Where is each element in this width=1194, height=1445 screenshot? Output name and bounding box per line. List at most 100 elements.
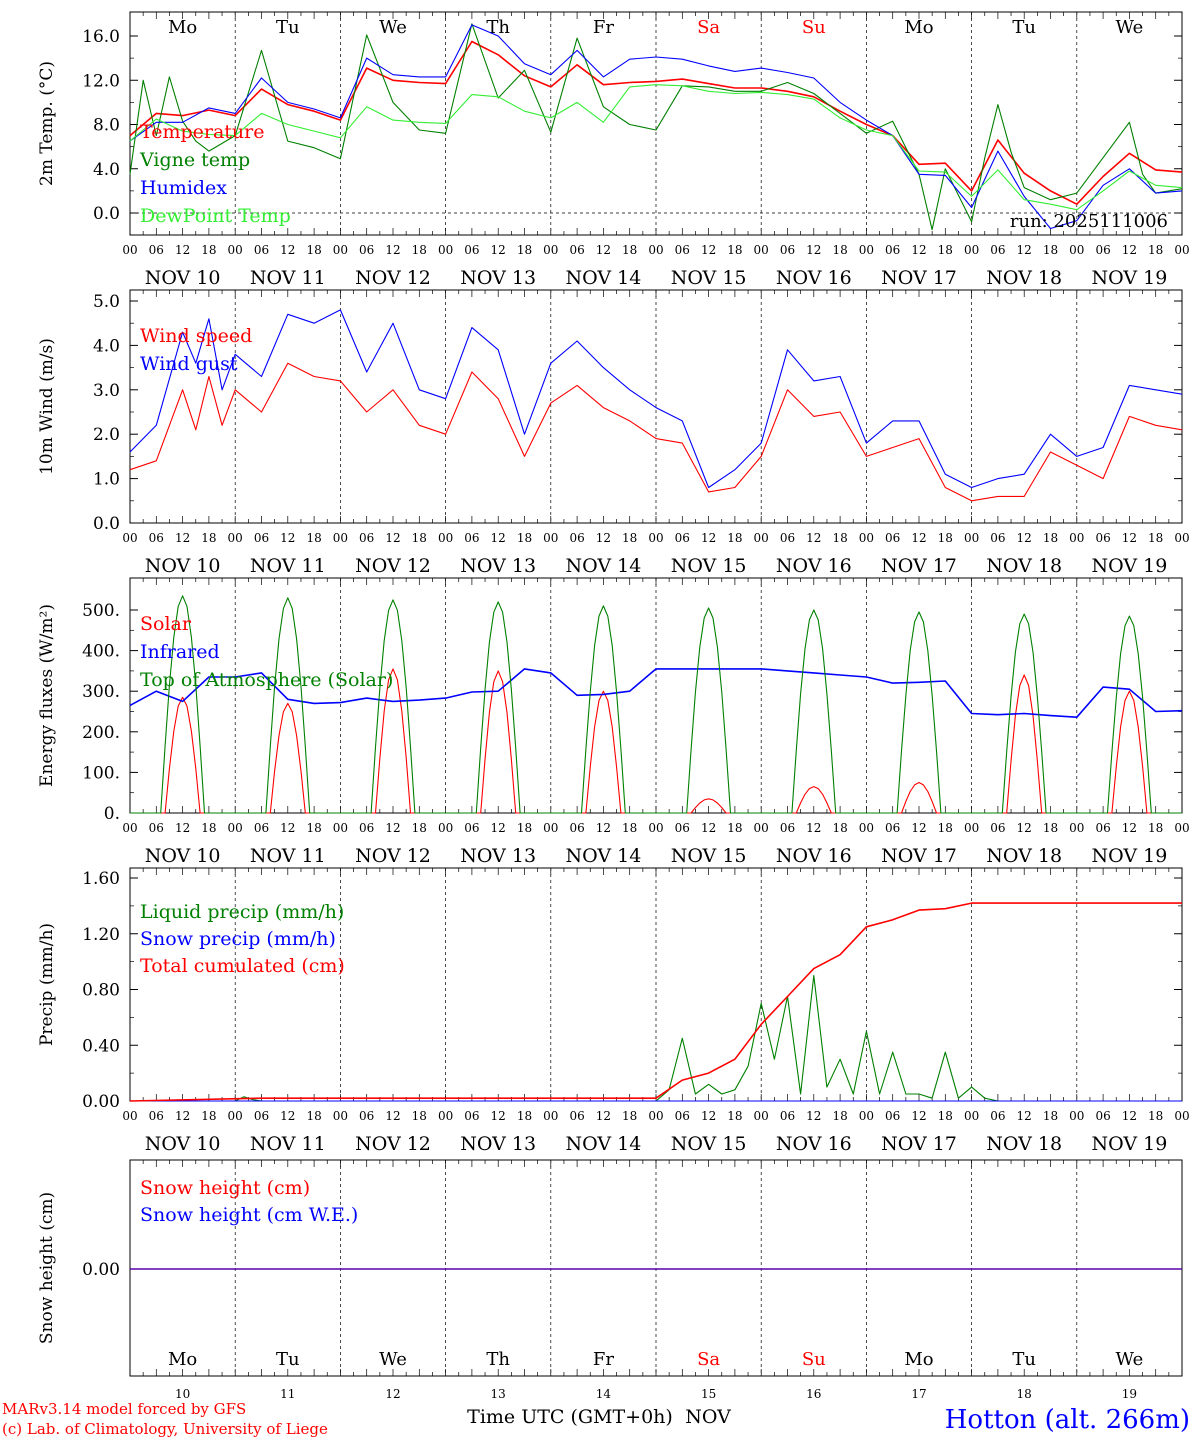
date-label: NOV 14 <box>565 845 641 867</box>
hour-label: 18 <box>1148 821 1163 835</box>
hour-label: 06 <box>464 1109 479 1123</box>
date-label: NOV 13 <box>460 845 536 867</box>
hour-label: 06 <box>359 821 374 835</box>
hour-label: 06 <box>569 1109 584 1123</box>
hour-label: 12 <box>175 821 190 835</box>
hour-label: 00 <box>333 531 348 545</box>
legend-entry: Liquid precip (mm/h) <box>140 901 344 923</box>
hour-label: 18 <box>201 531 216 545</box>
date-label: NOV 18 <box>986 845 1062 867</box>
y-axis-title: 2m Temp. (°C) <box>37 61 57 186</box>
date-label: NOV 15 <box>671 267 747 289</box>
hour-label: 12 <box>385 821 400 835</box>
hour-label: 06 <box>1095 1109 1110 1123</box>
bottom-day-label: Th <box>486 1349 510 1370</box>
y-tick-label: 1.0 <box>93 470 120 490</box>
hour-label: 06 <box>1095 531 1110 545</box>
y-tick-label: 1.60 <box>82 869 120 889</box>
day-label: We <box>1116 17 1144 38</box>
series-line-temperature <box>129 40 1183 205</box>
hour-label: 00 <box>1069 243 1084 257</box>
y-axis-title: Precip (mm/h) <box>37 923 57 1046</box>
y-tick-label: 300. <box>82 682 120 702</box>
date-label: NOV 13 <box>460 1133 536 1155</box>
hour-label: 06 <box>1095 243 1110 257</box>
hour-label: 00 <box>1174 531 1189 545</box>
y-tick-label: 1.20 <box>82 925 120 945</box>
hour-label: 12 <box>596 821 611 835</box>
hour-label: 00 <box>543 821 558 835</box>
hour-label: 12 <box>596 1109 611 1123</box>
hour-label: 00 <box>964 1109 979 1123</box>
date-label: NOV 13 <box>460 267 536 289</box>
y-tick-label: 8.0 <box>93 116 120 136</box>
day-number: 10 <box>175 1387 190 1401</box>
hour-label: 06 <box>675 243 690 257</box>
hour-label: 12 <box>1122 821 1137 835</box>
hour-label: 18 <box>517 531 532 545</box>
hour-label: 00 <box>543 531 558 545</box>
hour-label: 00 <box>859 821 874 835</box>
hour-label: 00 <box>859 1109 874 1123</box>
hour-label: 12 <box>175 531 190 545</box>
hour-label: 06 <box>885 821 900 835</box>
date-label: NOV 14 <box>565 1133 641 1155</box>
hour-label: 18 <box>306 1109 321 1123</box>
hour-label: 12 <box>596 531 611 545</box>
day-label: Su <box>802 17 826 38</box>
credit-line-2: (c) Lab. of Climatology, University of L… <box>2 1420 328 1438</box>
day-label: Tu <box>1012 17 1036 38</box>
hour-label: 00 <box>438 243 453 257</box>
day-number: 13 <box>491 1387 506 1401</box>
day-number: 15 <box>701 1387 716 1401</box>
hour-label: 18 <box>306 243 321 257</box>
y-tick-label: 4.0 <box>93 160 120 180</box>
hour-label: 12 <box>385 531 400 545</box>
hour-label: 00 <box>122 1109 137 1123</box>
hour-label: 18 <box>622 821 637 835</box>
hour-label: 18 <box>727 243 742 257</box>
day-number: 18 <box>1017 1387 1032 1401</box>
date-label: NOV 12 <box>355 555 431 577</box>
y-tick-label: 100. <box>82 763 120 783</box>
hour-label: 12 <box>806 531 821 545</box>
y-tick-label: 0.0 <box>93 514 120 534</box>
date-label: NOV 17 <box>881 555 957 577</box>
hour-label: 00 <box>438 531 453 545</box>
date-label: NOV 10 <box>145 1133 221 1155</box>
hour-label: 06 <box>149 821 164 835</box>
hour-label: 06 <box>359 531 374 545</box>
hour-label: 18 <box>1043 1109 1058 1123</box>
hour-label: 00 <box>333 1109 348 1123</box>
hour-label: 18 <box>1148 243 1163 257</box>
hour-label: 12 <box>701 243 716 257</box>
legend-entry: Wind speed <box>140 325 252 347</box>
hour-label: 06 <box>359 1109 374 1123</box>
hour-label: 00 <box>859 531 874 545</box>
hour-label: 12 <box>491 821 506 835</box>
date-label: NOV 11 <box>250 845 326 867</box>
y-tick-label: 2.0 <box>93 425 120 445</box>
hour-label: 00 <box>1069 821 1084 835</box>
hour-label: 18 <box>412 531 427 545</box>
hour-label: 06 <box>885 1109 900 1123</box>
hour-label: 06 <box>149 531 164 545</box>
hour-label: 00 <box>754 1109 769 1123</box>
date-label: NOV 17 <box>881 845 957 867</box>
series-line-dewpoint-temp <box>129 84 1183 211</box>
day-label: Tu <box>276 17 300 38</box>
day-label: Th <box>486 17 510 38</box>
hour-label: 00 <box>1069 531 1084 545</box>
date-label: NOV 12 <box>355 1133 431 1155</box>
hour-label: 12 <box>911 821 926 835</box>
hour-label: 06 <box>149 243 164 257</box>
hour-label: 06 <box>990 531 1005 545</box>
hour-label: 00 <box>228 243 243 257</box>
hour-label: 00 <box>543 243 558 257</box>
hour-label: 06 <box>675 531 690 545</box>
hour-label: 12 <box>280 531 295 545</box>
hour-label: 18 <box>938 243 953 257</box>
date-label: NOV 19 <box>1091 1133 1167 1155</box>
date-label: NOV 12 <box>355 845 431 867</box>
legend-entry: Wind gust <box>140 353 238 375</box>
